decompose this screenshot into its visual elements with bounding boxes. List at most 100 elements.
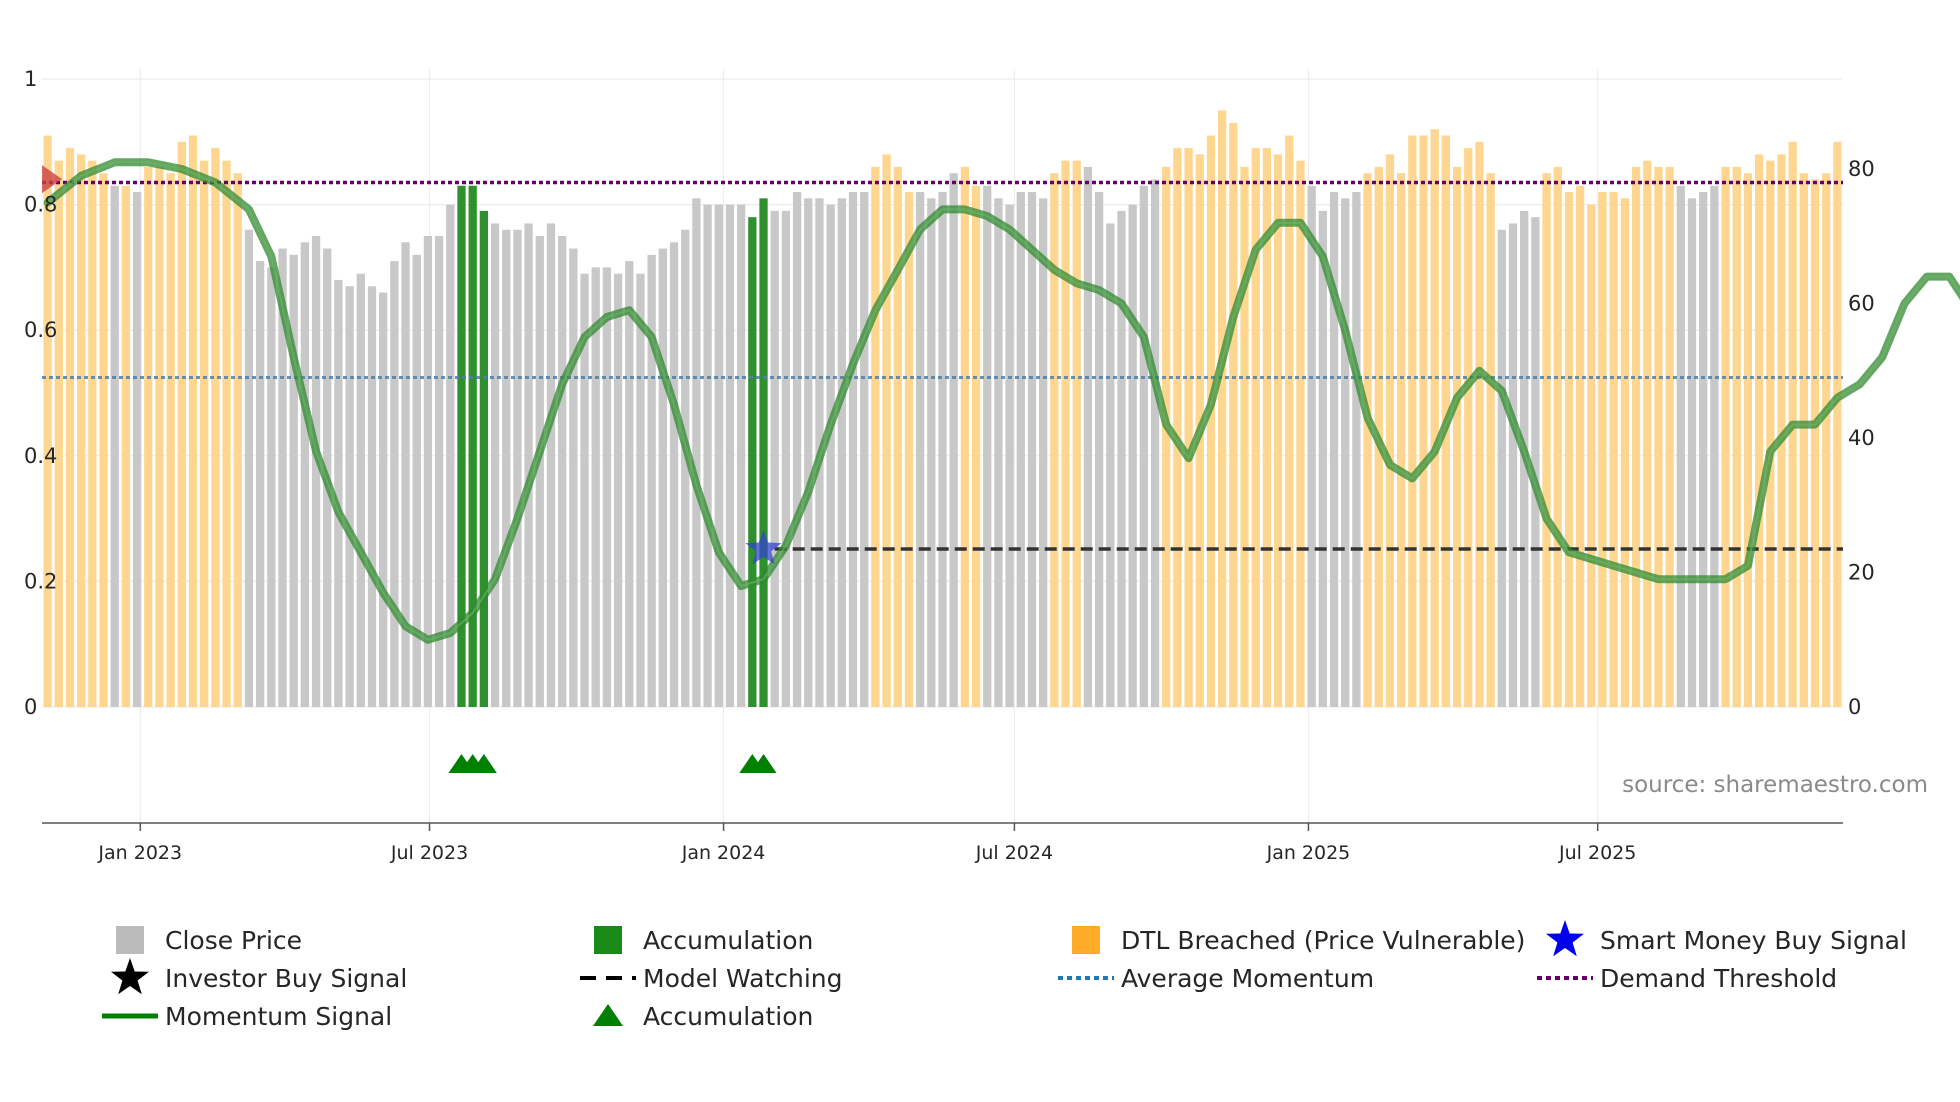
close-price-bar [255,261,265,707]
dtl-breached-bar [233,173,242,707]
dtl-breached-bar [1766,160,1775,707]
dtl-breached-bar [65,148,75,707]
dtl-breached-bar [1251,148,1260,707]
dtl-breached-bar [1262,148,1272,707]
dtl-breached-bar [1620,198,1630,707]
smart-money-buy-star [745,530,782,565]
dtl-breached-bar [1072,160,1081,707]
dtl-breached-bar [1061,160,1070,707]
dtl-breached-bar [871,166,880,708]
close-price-bar [703,204,712,707]
close-price-bar [681,229,690,707]
dtl-breached-bar [1665,166,1674,708]
dtl-breached-bar [200,160,209,707]
close-price-bar [792,192,802,708]
right-tick-label: 0 [1848,695,1861,719]
close-price-bar [558,236,567,707]
left-tick-label: 0 [24,695,37,719]
dtl-breached-bar [54,160,63,707]
close-price-bar [1531,217,1540,707]
close-price-bar [132,192,142,708]
close-price-bar [1676,185,1685,707]
dtl-breached-bar [1777,154,1786,708]
close-price-bar [569,248,578,707]
close-price-bar [334,279,343,707]
close-price-bar [300,242,310,707]
dtl-breached-bar [1206,135,1216,707]
accumulation-bar [748,217,757,707]
dtl-breached-bar [1273,154,1283,708]
dtl-breached-bar [1419,135,1428,707]
dtl-breached-bar [1408,135,1417,707]
close-price-bar [837,198,846,707]
close-price-bar [1307,185,1316,707]
dtl-breached-bar [1173,148,1182,707]
momentum-signal-highlight [46,161,1960,641]
accumulation-triangle [470,754,497,773]
close-price-bar [647,254,656,707]
close-price-bar [725,204,735,707]
close-price-bar [1710,185,1719,707]
close-price-bar [994,198,1003,707]
close-price-bar [1016,192,1025,708]
dtl-breached-bar [1475,141,1484,708]
close-price-bar [1128,204,1137,707]
close-price-bar [446,204,455,707]
close-price-bar [804,198,813,707]
close-price-bar [1329,192,1339,708]
dtl-breached-bar [1218,110,1227,707]
close-price-bar [860,192,869,708]
dtl-breached-bar [1285,135,1294,707]
accumulation-bar [468,185,477,707]
dtl-breached-bar [1184,148,1193,707]
close-price-bar [1352,192,1361,708]
accumulation-triangles [448,754,777,773]
dtl-breached-bar [121,185,131,707]
close-price-bar [848,192,858,708]
dtl-breached-bar [1732,166,1741,708]
x-tick-label: Jul 2023 [390,842,468,864]
close-price-bar [267,267,276,707]
close-price-bar [580,273,589,707]
close-price-bar [1083,166,1093,708]
dtl-breached-bar [1363,173,1372,707]
close-price-bar [244,229,254,707]
accumulation-bar [759,198,768,707]
close-price-bar [669,242,679,707]
dtl-breached-bar [1743,173,1753,707]
dtl-breached-bar [1050,173,1059,707]
close-price-bar [927,198,936,707]
close-price-bar [311,236,321,707]
signal-markers [42,165,782,565]
close-price-bar [1687,198,1697,707]
left-tick-label: 0.6 [24,318,57,342]
dtl-breached-bar [1799,173,1808,707]
close-price-bar [513,229,522,707]
start-marker [42,165,62,194]
left-tick-label: 0.4 [24,444,57,468]
close-price-bar [938,192,947,708]
close-price-bar [356,273,365,707]
dtl-breached-bar [1553,166,1562,708]
source-label: source: sharemaestro.com [1622,772,1928,798]
dtl-breached-bar [77,154,86,708]
close-price-bar [490,223,500,707]
right-tick-label: 80 [1848,157,1875,181]
close-price-bar [613,273,623,707]
close-price-bar [390,261,399,707]
dtl-breached-bar [1464,148,1473,707]
dtl-breached-bar [893,166,902,708]
dtl-breached-bar [1598,192,1607,708]
dtl-breached-bar [1564,192,1574,708]
close-price-bar [367,286,377,707]
dtl-breached-bar [1754,154,1764,708]
close-price-bar [826,204,835,707]
dtl-breached-bar [1240,166,1249,708]
close-price-bar [770,210,779,707]
dtl-breached-bar [1643,160,1652,707]
right-tick-label: 60 [1848,292,1875,316]
x-tick-label: Jan 2023 [97,842,182,864]
dtl-breached-bar [1833,141,1842,708]
close-price-bar [915,192,925,708]
close-price-bar [1094,192,1104,708]
